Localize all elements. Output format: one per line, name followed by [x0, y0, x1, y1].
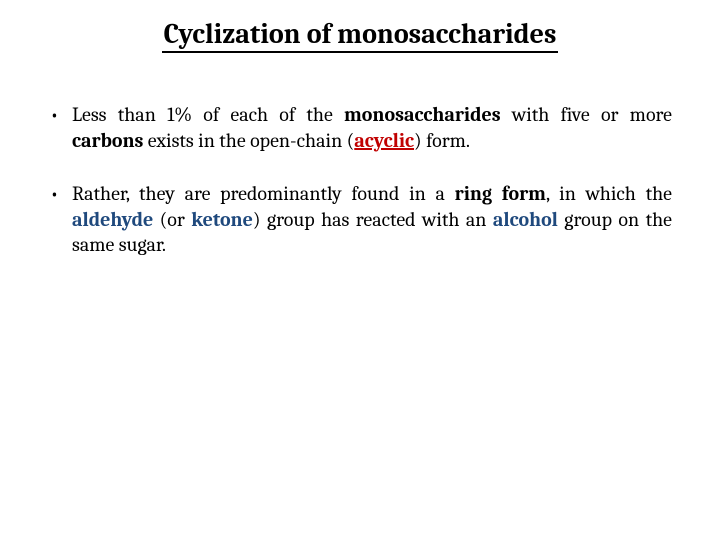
run: ) form. [414, 129, 470, 152]
run: ) group has reacted with an [253, 208, 493, 231]
run: ketone [191, 208, 253, 231]
run: Less than 1% of each of the [72, 103, 344, 126]
bullet-item: Rather, they are predominantly found in … [72, 181, 672, 258]
run: ring form [455, 182, 546, 205]
run: (or [153, 208, 191, 231]
run: monosaccharides [344, 103, 501, 126]
bullet-item: Less than 1% of each of the monosacchari… [72, 102, 672, 153]
slide-title: Cyclization of monosaccharides [28, 18, 692, 50]
bullet-list: Less than 1% of each of the monosacchari… [28, 102, 692, 258]
run: acyclic [354, 129, 414, 152]
run: aldehyde [72, 208, 153, 231]
title-text: Cyclization of monosaccharides [162, 18, 559, 53]
run: , in which the [546, 182, 672, 205]
run: carbons [72, 129, 143, 152]
run: Rather, they are predominantly found in … [72, 182, 455, 205]
run: with five or more [501, 103, 672, 126]
run: alcohol [493, 208, 558, 231]
slide: Cyclization of monosaccharides Less than… [0, 0, 720, 540]
run: exists in the open-chain ( [143, 129, 354, 152]
